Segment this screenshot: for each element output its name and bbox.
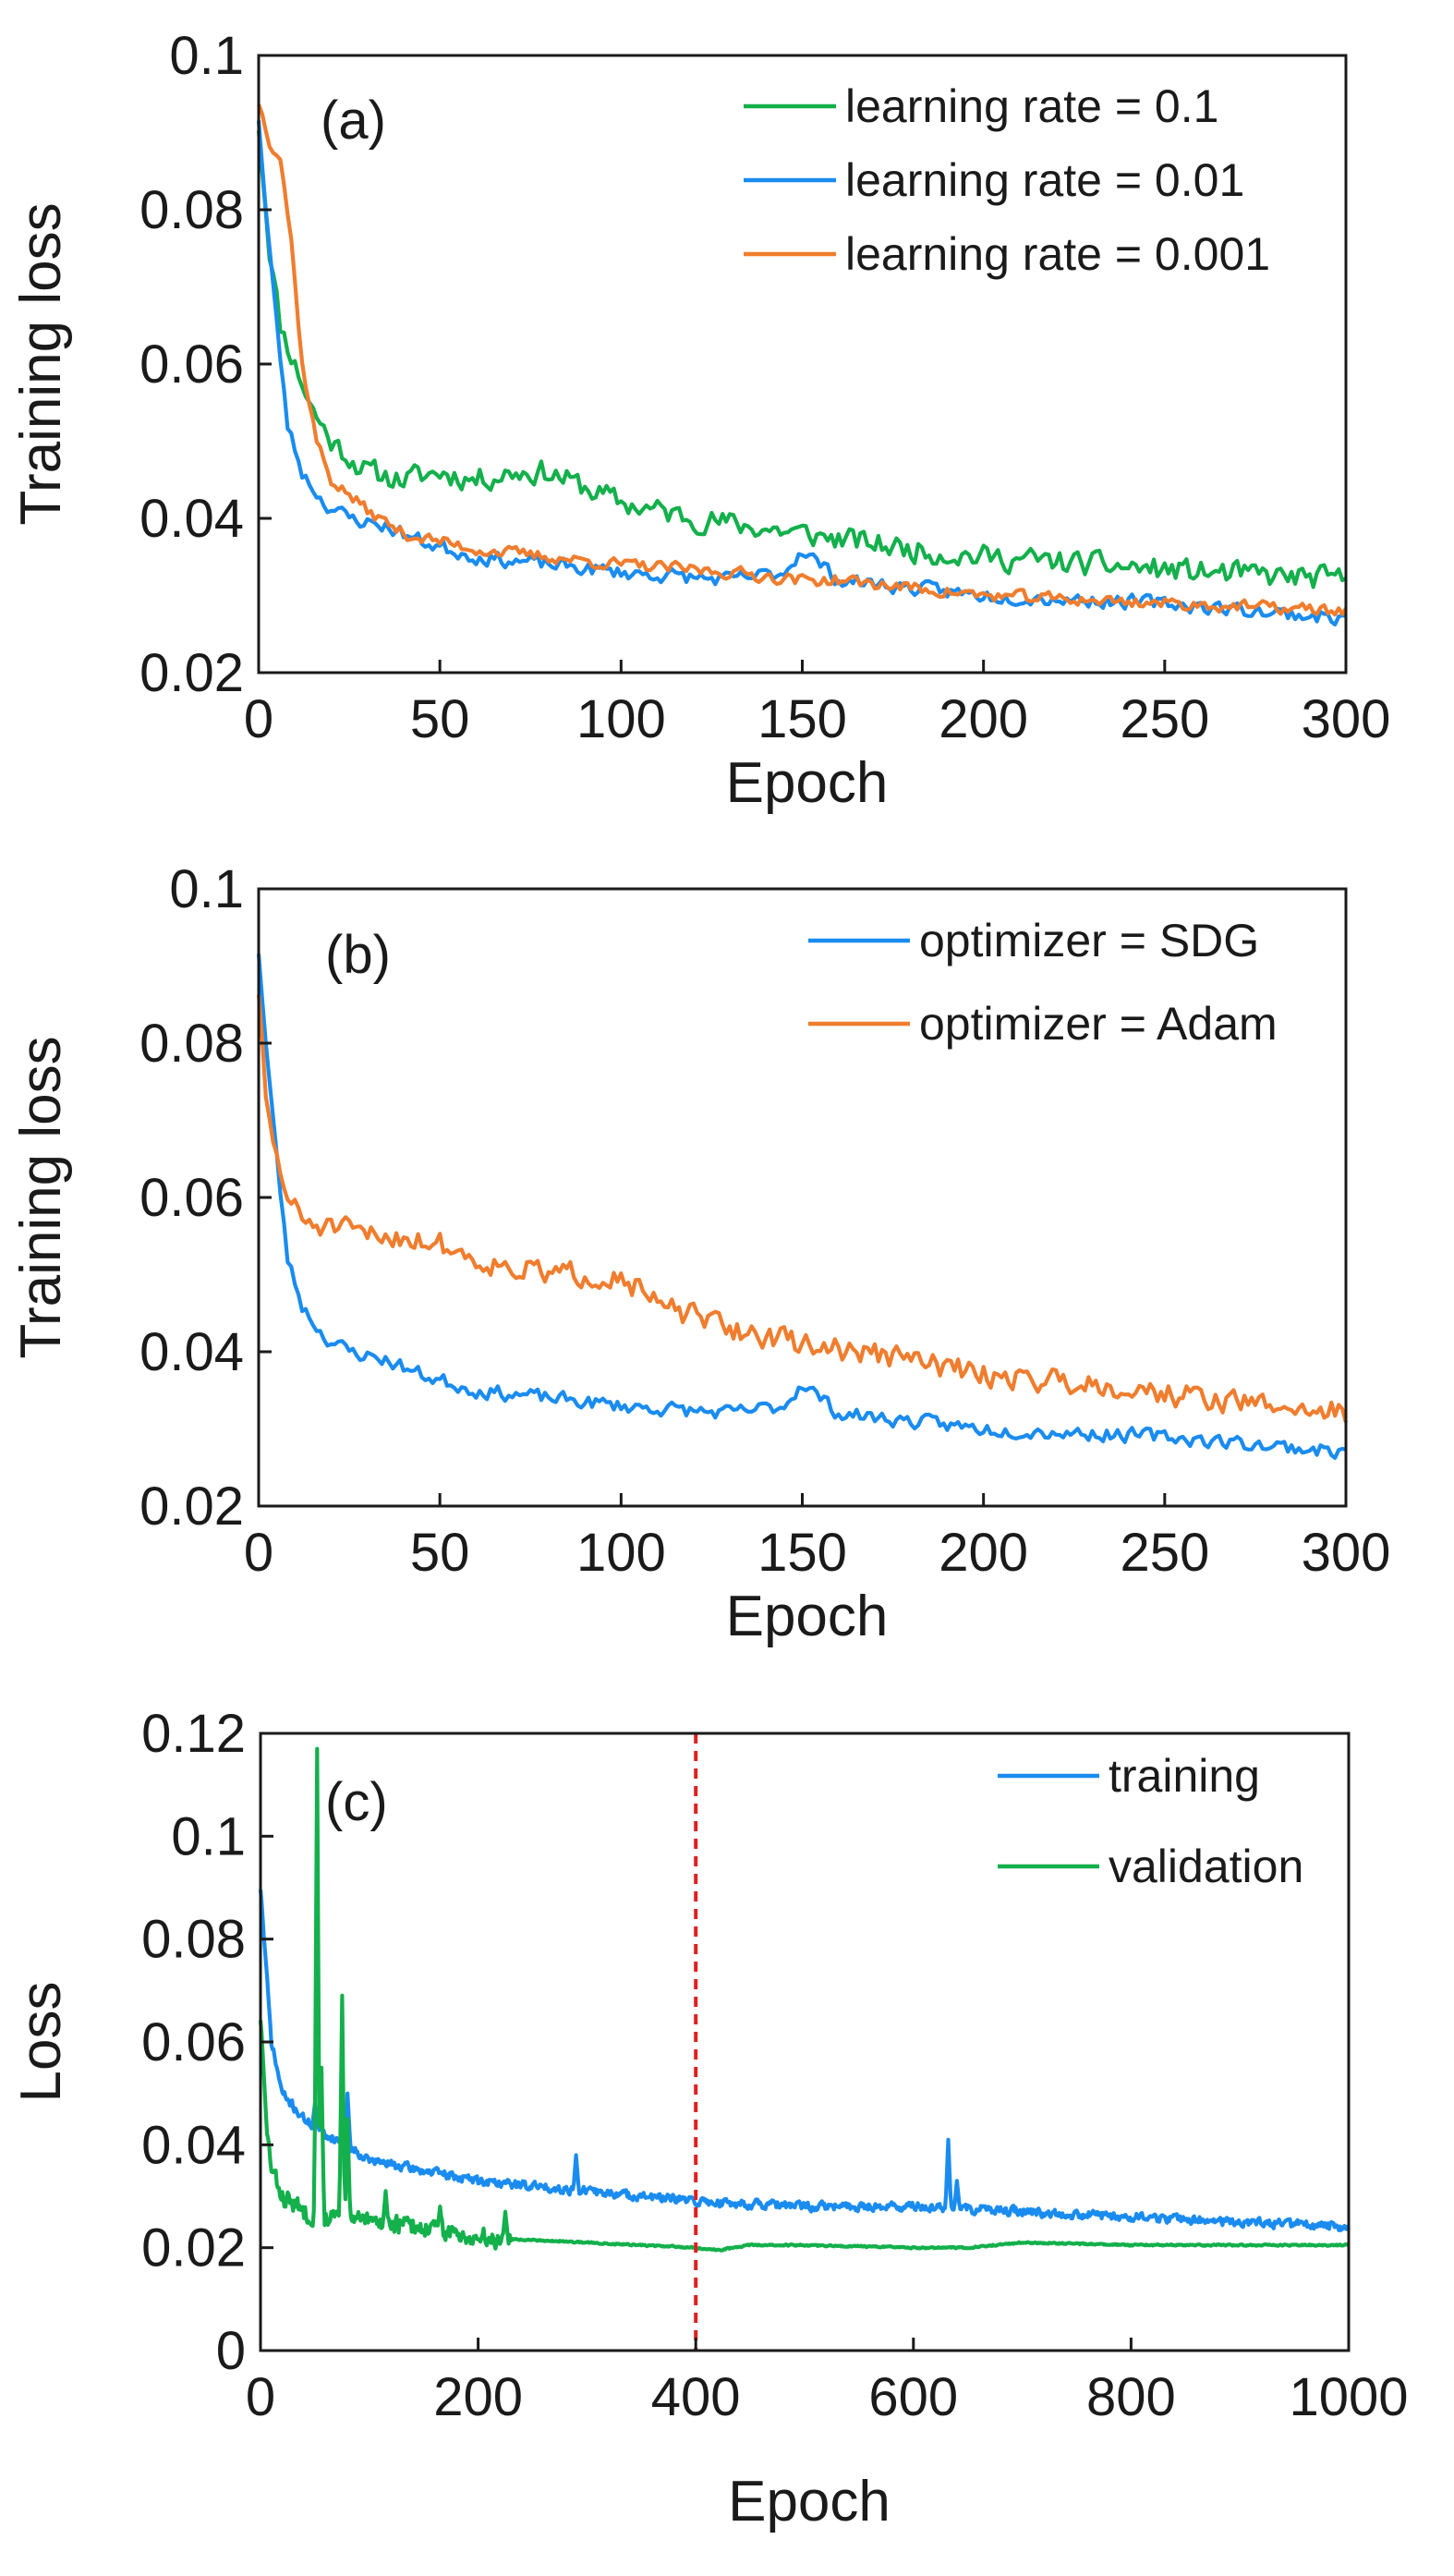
y-tick-label: 0.12 (141, 1704, 246, 1764)
panel-label: (b) (325, 925, 391, 985)
y-tick-label: 0.04 (139, 1322, 244, 1382)
y-tick-label: 0.1 (169, 859, 244, 919)
panel-label: (c) (325, 1772, 388, 1832)
legend: learning rate = 0.1 learning rate = 0.01 l… (744, 80, 1270, 280)
series-line-optimizer-adam (256, 994, 1349, 1423)
chart-panel-b: 0 50 100 150 200 250 300 0.02 0.04 0.06 0.08 0.1 Epo… (9, 859, 1390, 1648)
y-axis-label: Training loss (9, 1036, 73, 1358)
chart-panel-c: 0 200 400 600 800 1000 0 0.02 0.04 0.06 0.08 0.1 0.1… (9, 1704, 1409, 2533)
legend-label: learning rate = 0.1 (845, 80, 1218, 132)
plot-frame (257, 887, 1348, 1508)
x-axis-label: Epoch (726, 1585, 889, 1648)
x-tick-label: 300 (1302, 1523, 1391, 1583)
legend-label: learning rate = 0.01 (845, 154, 1244, 206)
x-tick-label: 200 (939, 689, 1028, 749)
y-axis-label: Training loss (9, 202, 73, 525)
legend-label: learning rate = 0.001 (845, 228, 1270, 280)
chart-panel-a: 0 50 100 150 200 250 300 0.02 0.04 0.06 0.08 0.1 Epo… (9, 26, 1390, 815)
x-tick-label: 0 (244, 1523, 273, 1583)
x-tick-label: 0 (244, 689, 273, 749)
x-tick-label: 200 (433, 2367, 523, 2427)
x-tick-label: 0 (246, 2367, 275, 2427)
y-tick-label: 0.1 (169, 26, 244, 86)
y-tick-label: 0.06 (139, 1168, 244, 1228)
legend: optimizer = SDG optimizer = Adam (808, 915, 1278, 1050)
y-tick-label: 0.04 (139, 489, 244, 549)
x-axis-label: Epoch (726, 751, 889, 815)
x-tick-label: 100 (576, 689, 666, 749)
y-tick-label: 0.08 (141, 1910, 246, 1970)
x-tick-label: 100 (576, 1523, 666, 1583)
y-tick-label: 0.02 (141, 2218, 246, 2278)
x-tick-label: 250 (1120, 689, 1209, 749)
legend-label: optimizer = SDG (919, 915, 1259, 966)
y-tick-label: 0.06 (139, 334, 244, 395)
y-tick-label: 0.06 (141, 2012, 246, 2072)
y-tick-label: 0 (216, 2321, 246, 2381)
y-tick-label: 0.08 (139, 1014, 244, 1074)
legend-label: training (1109, 1750, 1260, 1802)
legend: training validation (998, 1750, 1303, 1892)
panel-label: (a) (321, 91, 386, 151)
x-tick-label: 800 (1086, 2367, 1176, 2427)
x-tick-label: 150 (757, 689, 847, 749)
plot-frame (257, 54, 1348, 674)
legend-label: validation (1109, 1841, 1303, 1892)
x-tick-label: 50 (410, 689, 470, 749)
x-tick-label: 50 (410, 1523, 470, 1583)
x-tick-label: 250 (1120, 1523, 1209, 1583)
x-tick-label: 300 (1302, 689, 1391, 749)
x-tick-label: 150 (757, 1523, 847, 1583)
y-tick-label: 0.08 (139, 180, 244, 240)
series-line-training (258, 1889, 1351, 2232)
y-axis-label: Loss (9, 1982, 73, 2103)
legend-label: optimizer = Adam (919, 998, 1278, 1050)
x-tick-label: 400 (651, 2367, 741, 2427)
x-tick-label: 1000 (1289, 2367, 1408, 2427)
series-line-learning-rate-0-001 (257, 103, 1348, 617)
x-tick-label: 600 (868, 2367, 958, 2427)
y-tick-label: 0.1 (171, 1806, 246, 1866)
y-tick-label: 0.02 (139, 643, 244, 703)
x-tick-label: 200 (939, 1523, 1028, 1583)
series-line-validation (258, 1746, 1350, 2253)
y-tick-label: 0.04 (141, 2115, 246, 2175)
series-line-learning-rate-0-1 (256, 130, 1347, 589)
y-tick-label: 0.02 (139, 1476, 244, 1537)
plot-frame (259, 1732, 1351, 2352)
series-line-optimizer-sdg (256, 954, 1347, 1461)
x-axis-label: Epoch (728, 2470, 891, 2533)
